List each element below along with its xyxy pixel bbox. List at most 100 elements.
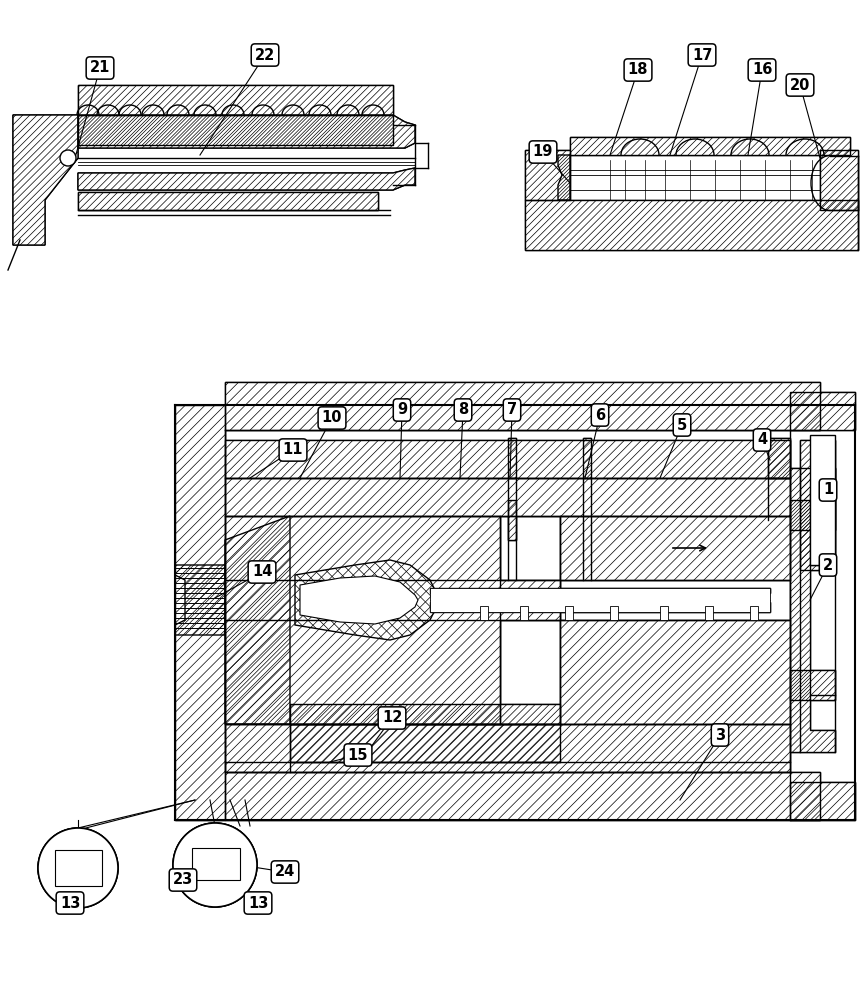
Text: 24: 24 [275, 864, 295, 880]
Polygon shape [508, 438, 516, 478]
Polygon shape [225, 772, 820, 820]
Polygon shape [790, 468, 835, 752]
Text: 21: 21 [89, 60, 110, 76]
Text: 10: 10 [322, 410, 342, 426]
Text: 2: 2 [823, 558, 833, 572]
Polygon shape [525, 150, 570, 200]
Bar [750, 606, 758, 620]
Polygon shape [78, 192, 378, 210]
Polygon shape [225, 724, 790, 772]
Polygon shape [558, 155, 570, 200]
Bar [55, 850, 102, 886]
Polygon shape [560, 620, 790, 724]
Polygon shape [820, 150, 858, 210]
Polygon shape [175, 405, 225, 820]
Polygon shape [175, 565, 225, 635]
Circle shape [38, 828, 118, 908]
Polygon shape [13, 115, 78, 245]
Polygon shape [560, 620, 790, 724]
Bar [610, 606, 618, 620]
Polygon shape [768, 438, 790, 478]
Polygon shape [560, 516, 790, 580]
Bar [430, 588, 770, 612]
Polygon shape [295, 560, 440, 640]
Polygon shape [38, 828, 118, 908]
Circle shape [60, 150, 76, 166]
Polygon shape [790, 500, 835, 530]
Text: 17: 17 [692, 47, 712, 62]
Polygon shape [558, 155, 570, 200]
Bar [660, 606, 668, 620]
Polygon shape [800, 440, 835, 570]
Polygon shape [225, 478, 790, 516]
Polygon shape [820, 150, 858, 210]
Text: 7: 7 [507, 402, 517, 418]
Bar [520, 606, 528, 620]
Polygon shape [508, 500, 516, 540]
Polygon shape [525, 200, 858, 250]
Text: 22: 22 [255, 47, 275, 62]
Polygon shape [78, 115, 393, 145]
Polygon shape [790, 670, 835, 700]
Polygon shape [225, 516, 290, 724]
Polygon shape [225, 440, 790, 478]
Polygon shape [790, 468, 835, 752]
Text: 9: 9 [397, 402, 407, 418]
Polygon shape [583, 438, 591, 478]
Polygon shape [78, 85, 393, 115]
Text: 13: 13 [247, 896, 268, 910]
Polygon shape [790, 782, 855, 820]
Text: 12: 12 [382, 710, 402, 726]
Polygon shape [225, 516, 560, 724]
Polygon shape [225, 772, 820, 820]
Polygon shape [800, 440, 835, 570]
Polygon shape [13, 115, 78, 245]
Polygon shape [290, 704, 560, 724]
Polygon shape [508, 438, 516, 478]
Circle shape [173, 823, 257, 907]
Text: 5: 5 [677, 418, 687, 432]
Text: 18: 18 [628, 62, 648, 78]
Polygon shape [225, 382, 820, 430]
Text: 4: 4 [757, 432, 767, 448]
Bar [565, 606, 573, 620]
Polygon shape [78, 168, 415, 190]
Text: 11: 11 [283, 442, 303, 458]
Polygon shape [225, 724, 790, 772]
Polygon shape [38, 828, 118, 908]
Polygon shape [768, 438, 790, 478]
Polygon shape [173, 823, 257, 907]
Bar [810, 435, 835, 565]
Polygon shape [175, 565, 225, 635]
Polygon shape [295, 560, 440, 640]
Polygon shape [290, 724, 560, 762]
Text: 13: 13 [60, 896, 80, 910]
Text: 3: 3 [715, 728, 725, 742]
Polygon shape [225, 478, 790, 516]
Text: 8: 8 [458, 402, 468, 418]
Polygon shape [290, 704, 560, 724]
Polygon shape [570, 137, 850, 155]
Text: 15: 15 [348, 748, 368, 762]
Polygon shape [225, 440, 790, 478]
Polygon shape [560, 516, 790, 580]
Polygon shape [78, 168, 415, 190]
Polygon shape [790, 392, 855, 430]
Polygon shape [570, 137, 850, 155]
Polygon shape [790, 670, 835, 700]
Polygon shape [790, 500, 835, 530]
Text: 19: 19 [533, 144, 553, 159]
Polygon shape [290, 724, 560, 762]
Text: 1: 1 [823, 483, 833, 497]
Text: 23: 23 [173, 872, 193, 888]
Text: 16: 16 [752, 62, 773, 78]
Polygon shape [430, 602, 770, 612]
Polygon shape [525, 200, 858, 250]
Polygon shape [583, 438, 591, 478]
Polygon shape [78, 192, 378, 210]
Polygon shape [508, 500, 516, 540]
Polygon shape [175, 405, 225, 820]
Bar [705, 606, 713, 620]
Polygon shape [78, 115, 393, 145]
Polygon shape [790, 782, 855, 820]
